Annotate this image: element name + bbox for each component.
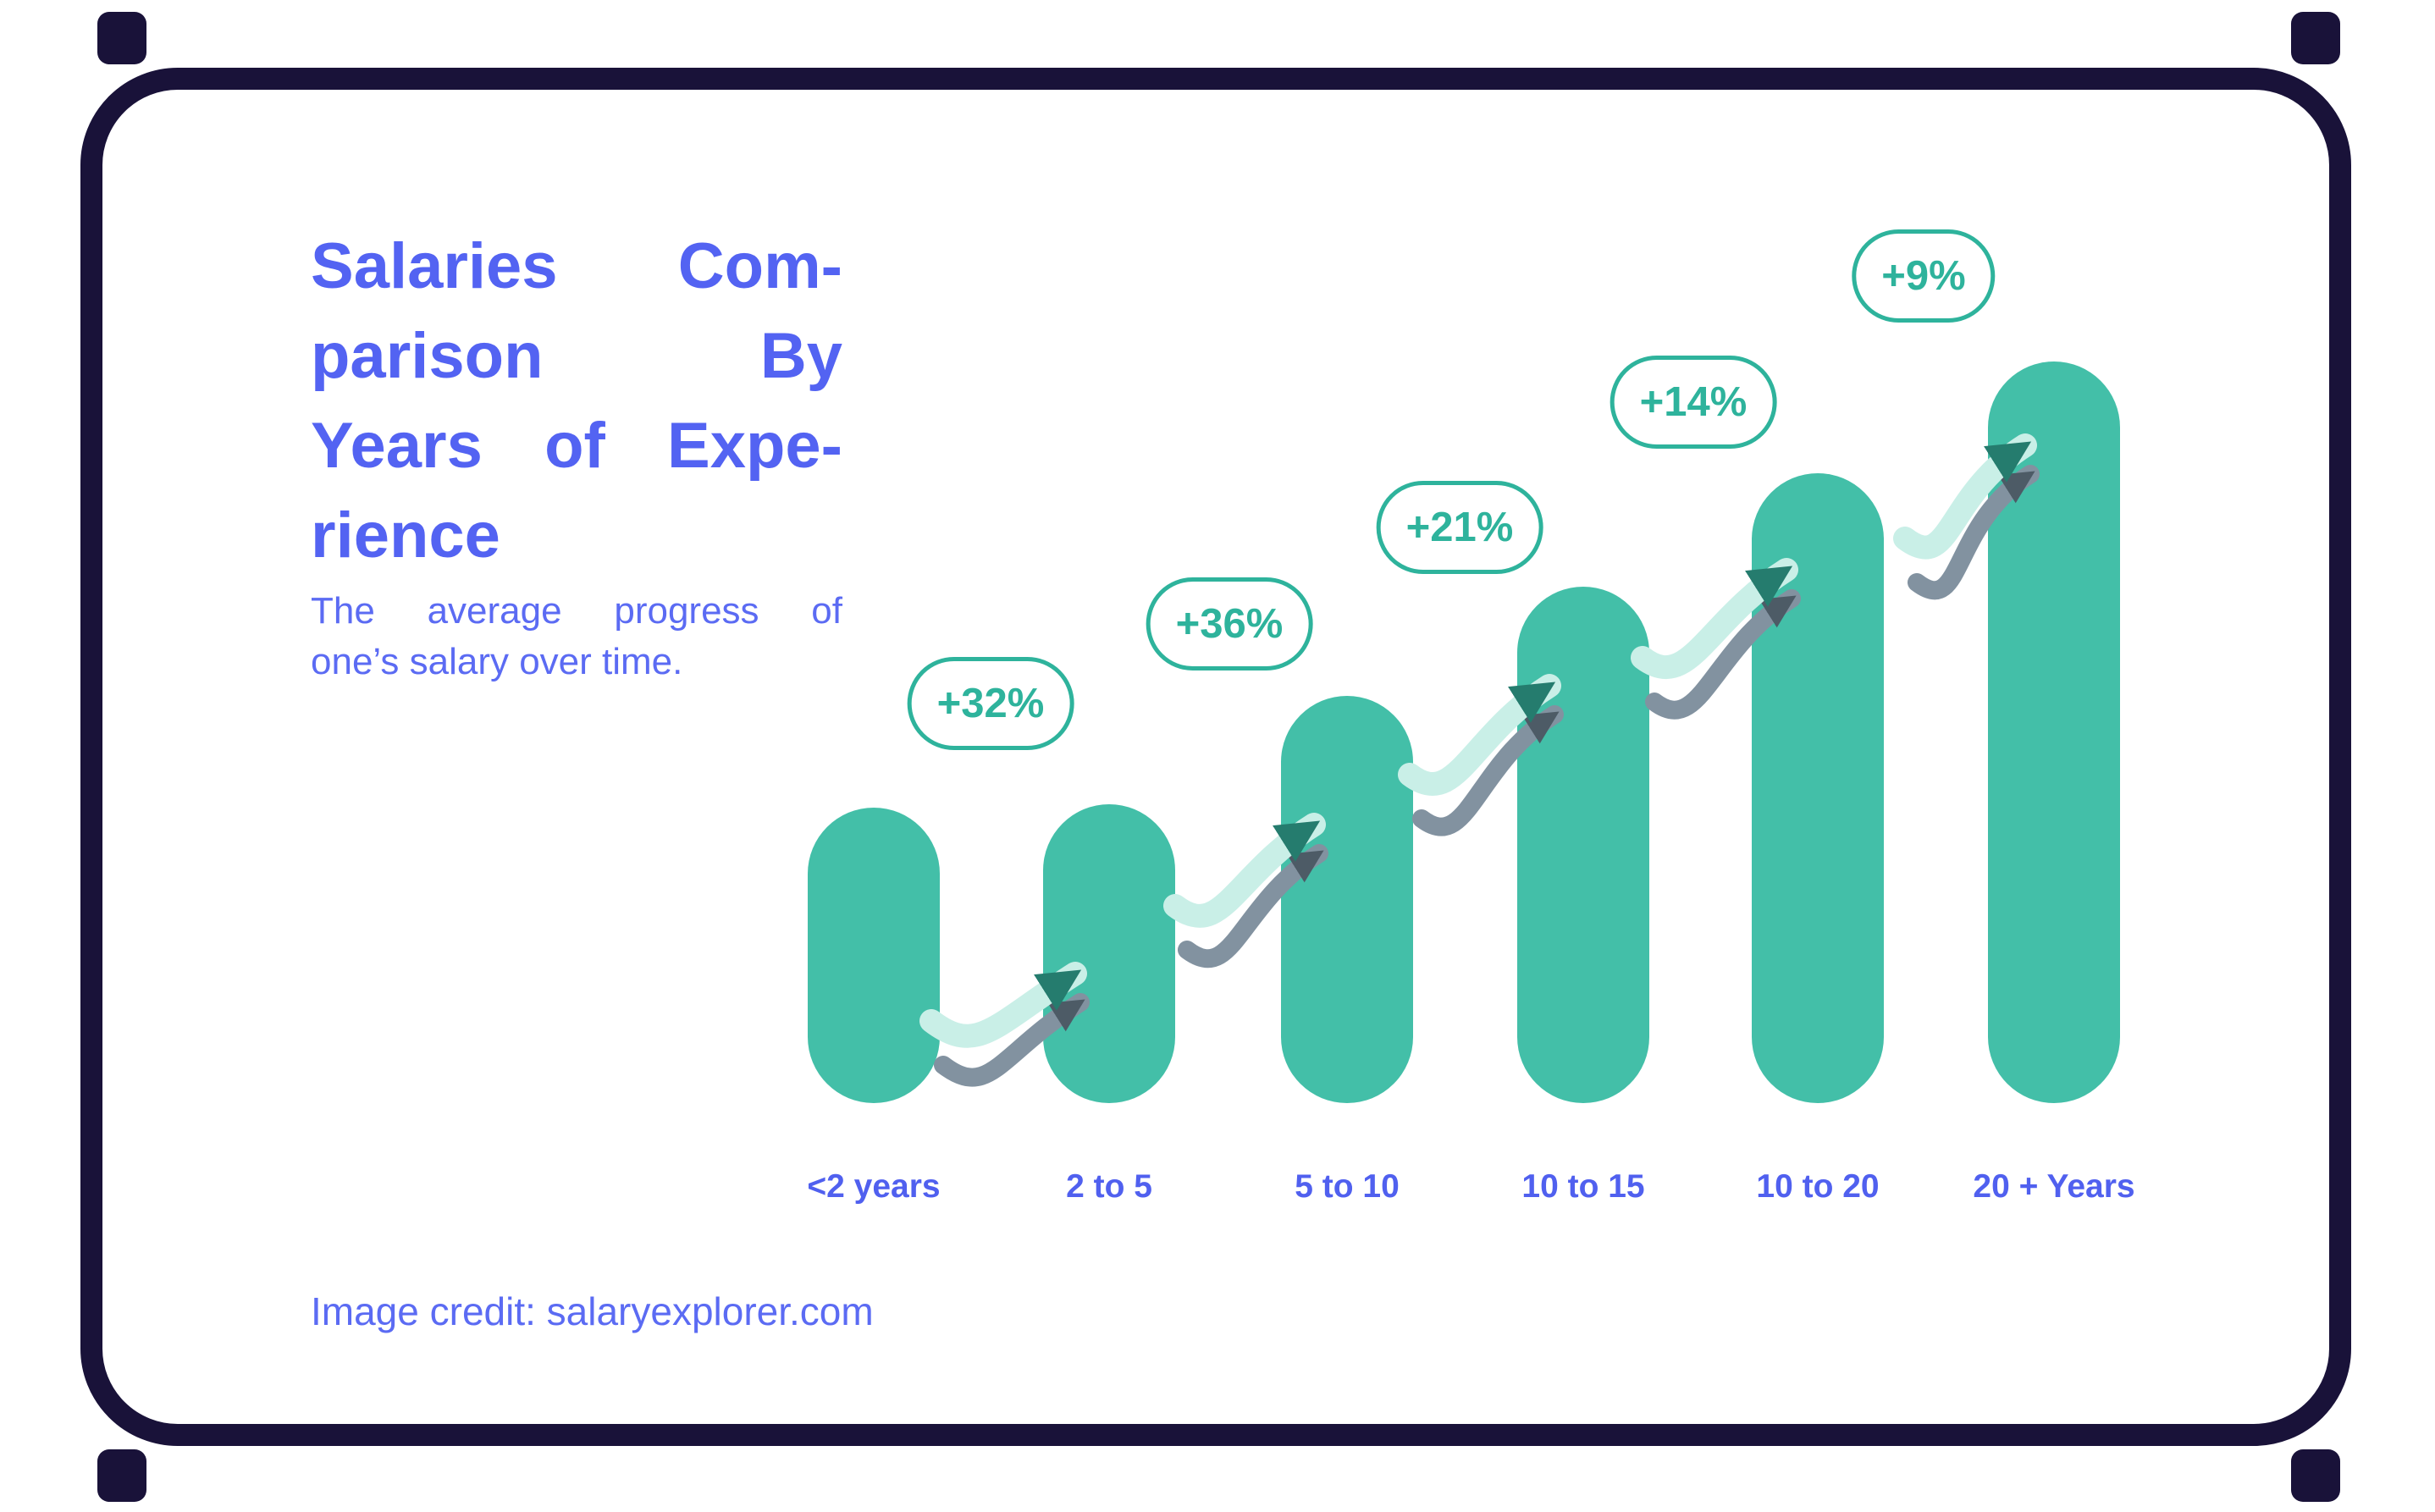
growth-arrow-gray-icon [934, 993, 1090, 1087]
infographic-card [80, 68, 2351, 1446]
increase-badge: +9% [1852, 229, 1996, 323]
subtitle-line-2: one’s salary over time. [311, 641, 683, 682]
corner-accent-top-right [2291, 12, 2340, 64]
bar-10-to-15 [1517, 587, 1649, 1103]
increase-badge: +32% [907, 657, 1074, 750]
title-line-3: Years of Expe- [311, 410, 842, 482]
subtitle-line-1: The average progress of [311, 590, 842, 632]
corner-accent-bottom-left [97, 1449, 146, 1502]
growth-arrow-mint-icon [1398, 674, 1561, 796]
x-axis-label: 5 to 10 [1295, 1168, 1400, 1205]
growth-arrow-mint-icon [1893, 433, 2037, 560]
increase-badge: +36% [1146, 577, 1313, 670]
growth-arrow-mint-icon [1163, 813, 1326, 928]
growth-arrow-mint-icon [919, 962, 1087, 1048]
title-line-1: Salaries Com- [311, 230, 842, 302]
growth-arrow-gray-icon [1412, 705, 1564, 836]
bar-2-to-5 [1043, 804, 1175, 1103]
title-line-4: rience [311, 499, 500, 571]
growth-arrow-gray-icon [1178, 844, 1328, 968]
page-title: Salaries Com- parison By Years of Expe- … [311, 222, 842, 581]
x-axis-label: <2 years [807, 1168, 941, 1205]
bar-5-to-10 [1281, 696, 1413, 1103]
x-axis-label: 10 to 20 [1756, 1168, 1880, 1205]
bar-lt2-years [808, 808, 940, 1103]
x-axis-label: 20 + Years [1973, 1168, 2135, 1205]
growth-arrow-gray-icon [1645, 589, 1801, 720]
x-axis-label: 10 to 15 [1521, 1168, 1645, 1205]
x-axis-label: 2 to 5 [1066, 1168, 1152, 1205]
image-credit: Image credit: salaryexplorer.com [311, 1289, 874, 1333]
corner-accent-top-left [97, 12, 146, 64]
growth-arrow-gray-icon [1908, 465, 2040, 600]
growth-arrow-mint-icon [1631, 558, 1798, 680]
corner-accent-bottom-right [2291, 1449, 2340, 1502]
page-subtitle: The average progress of one’s salary ove… [311, 586, 842, 687]
increase-badge: +21% [1376, 481, 1543, 574]
increase-badge: +14% [1610, 356, 1777, 449]
title-line-2: parison By [311, 320, 842, 392]
